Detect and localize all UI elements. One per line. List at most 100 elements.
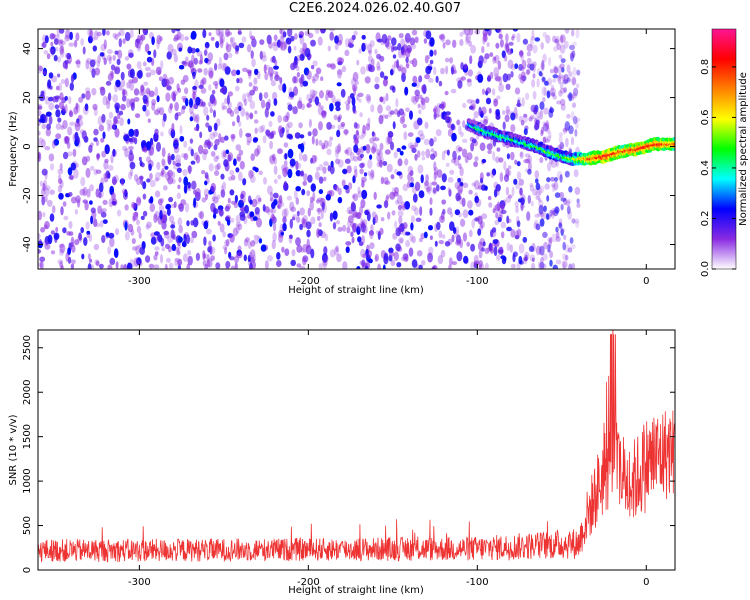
spectrogram-cell (121, 95, 127, 102)
spectrogram-cell (167, 152, 171, 163)
spectrogram-cell (459, 39, 464, 46)
spectrogram-cell (569, 44, 575, 51)
spectrogram-cell (503, 174, 510, 183)
spectrogram-cell (243, 254, 247, 262)
spectrogram-cell (468, 40, 472, 47)
spectrogram-cell (457, 195, 462, 200)
spectrogram-cell (166, 207, 171, 216)
spectrogram-cell (277, 115, 283, 123)
spectrogram-cell (280, 41, 284, 51)
spectrogram-cell (408, 247, 414, 257)
spectrogram-cell (145, 109, 150, 117)
spectrogram-cell (542, 136, 546, 144)
spectrogram-cell (129, 68, 135, 79)
spectrogram-cell (58, 192, 64, 200)
spectrogram-cell (573, 115, 578, 125)
spectrogram-cell (140, 85, 145, 92)
spectrogram-cell (345, 246, 350, 253)
spectrogram-cell (495, 212, 499, 219)
spectrogram-cell (49, 46, 55, 55)
spectrogram-cell (38, 118, 45, 123)
spectrogram-cell (206, 114, 210, 121)
spectrogram-cell (352, 71, 359, 82)
spectrogram-cell (231, 174, 236, 181)
spectrogram-cell (429, 197, 433, 205)
spectrogram-cell (120, 71, 125, 81)
spectrogram-cell (70, 259, 76, 265)
spectrogram-cell (156, 141, 161, 152)
spectrogram-cell (194, 79, 199, 90)
spectrogram-cell (568, 92, 573, 102)
spectrogram-cell (225, 203, 232, 210)
spectrogram-cell (161, 221, 167, 230)
spectrogram-cell (532, 90, 537, 100)
spectrogram-cell (482, 88, 485, 95)
spectrogram-cell (490, 169, 495, 179)
spectrogram-cell (285, 37, 292, 45)
spectrogram-cell (236, 78, 240, 84)
spectrogram-cell (132, 201, 136, 210)
spectrogram-cell (484, 35, 488, 42)
spectrogram-cell (572, 67, 577, 76)
spectrogram-cell (484, 185, 488, 191)
spectrogram-cell (209, 107, 213, 114)
spectrogram-cell (441, 150, 446, 161)
spectrogram-cell (102, 131, 106, 139)
spectrogram-cell (575, 83, 580, 89)
spectrogram-cell (446, 149, 450, 156)
spectrogram-cell (571, 262, 576, 269)
spectrogram-cell (421, 156, 426, 161)
spectrogram-cell (479, 263, 485, 269)
spectrogram-cell (238, 42, 245, 49)
spectrogram-cell (254, 148, 260, 157)
spectrogram-cell (38, 137, 44, 143)
spectrogram-cell (215, 41, 220, 49)
spectrogram-cell (133, 257, 139, 268)
spectrogram-cell (50, 46, 56, 55)
spectrogram-cell (302, 243, 308, 253)
spectrogram-cell (99, 220, 104, 228)
spectrogram-cell (153, 254, 158, 261)
spectrogram-cell (419, 206, 423, 216)
spectrogram-cell (221, 102, 225, 111)
spectrogram-cell (276, 39, 281, 48)
spectrogram-cell (451, 66, 454, 75)
spectrogram-cell (459, 31, 464, 37)
spectrogram-cell (522, 256, 528, 265)
spectrogram-cell (236, 251, 243, 259)
spectrogram-cell (238, 149, 244, 156)
spectrogram-cell (38, 233, 41, 240)
spectrogram-cell (235, 214, 242, 224)
spectrogram-cell (213, 156, 219, 163)
spectrogram-cell (103, 173, 107, 179)
spectrogram-cell (315, 67, 322, 75)
spectrogram-cell (409, 233, 414, 242)
spectrogram-cell (520, 119, 525, 126)
spectrogram-cell (379, 96, 384, 103)
snr-xtick-label: -100 (466, 577, 489, 588)
spectrogram-cell (531, 61, 537, 67)
spectrogram-cell (362, 145, 367, 151)
spectrogram-cell (50, 230, 56, 235)
spectrogram-cell (414, 89, 421, 97)
spectrogram-cell (189, 138, 194, 144)
spectrogram-cell (521, 75, 527, 82)
spectrogram-cell (322, 252, 328, 263)
spectrogram-cell (74, 120, 81, 128)
spectrogram-cell (481, 158, 487, 164)
spectrogram-cell (370, 104, 375, 113)
spectrogram-cell (311, 76, 315, 82)
spectrogram-cell (68, 96, 72, 105)
spectrogram-cell (142, 94, 148, 103)
spectrogram-cell (111, 192, 116, 201)
spectrogram-cell (283, 160, 288, 167)
spectrogram-cell (532, 188, 538, 196)
spectrogram-cell (529, 182, 534, 188)
spectrogram-cell (180, 79, 186, 85)
spectrogram-cell (512, 253, 516, 263)
spectrogram-cell (122, 145, 128, 152)
spectrogram-cell (180, 33, 185, 42)
spectrogram-cell (560, 103, 566, 111)
spectrogram-ytick-label: -20 (22, 187, 33, 203)
spectrogram-cell (329, 165, 335, 175)
